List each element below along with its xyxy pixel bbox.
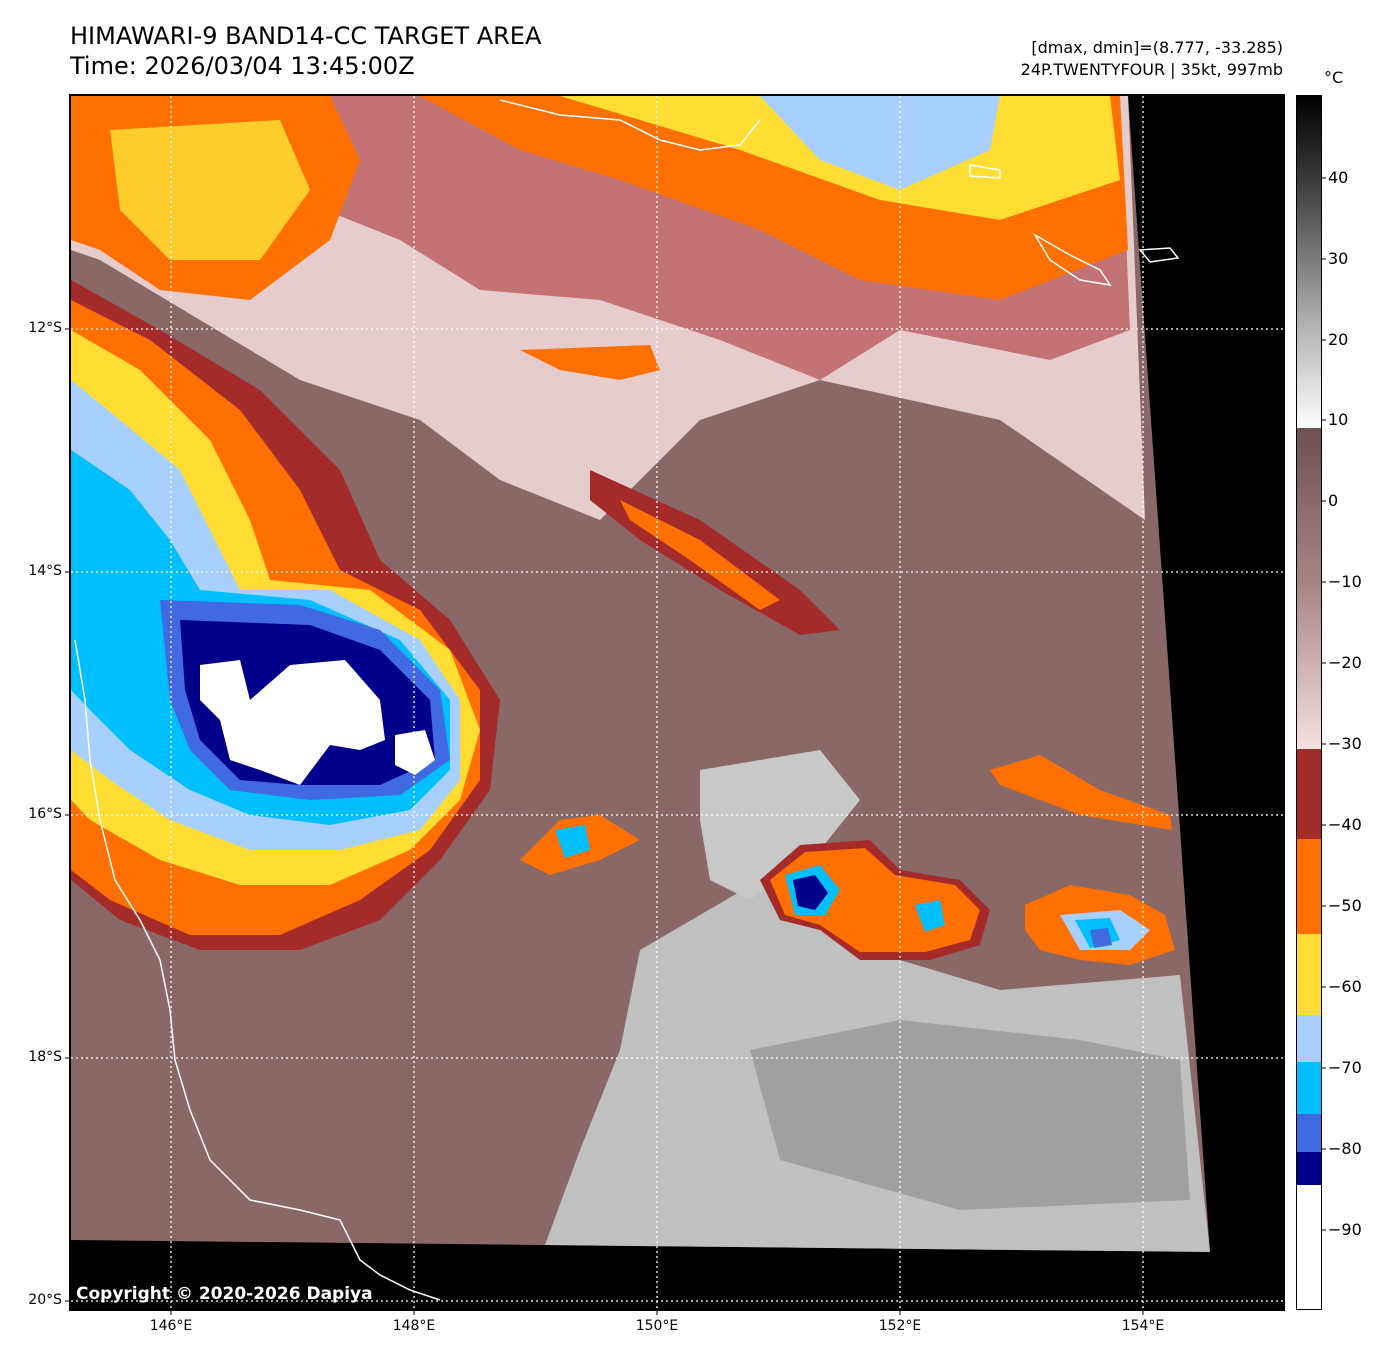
colorbar-label: 0 (1328, 491, 1339, 510)
colorbar-label: −80 (1328, 1139, 1362, 1158)
convection-nw-yellow (110, 120, 310, 260)
lon-label-146e: 146°E (149, 1318, 193, 1334)
colorbar-frame (1296, 95, 1322, 1310)
streak-3 (620, 500, 780, 610)
colorbar-unit: °C (1324, 68, 1344, 87)
central-cell-cyan (555, 825, 590, 858)
colorbar-label: 10 (1328, 410, 1349, 429)
colorbar-white-segment (1297, 1185, 1321, 1309)
lon-label-152e: 152°E (878, 1318, 922, 1334)
gridlines (71, 96, 1283, 1309)
storm-label: 24P.TWENTYFOUR | 35kt, 997mb (1020, 60, 1283, 79)
lat-label-16s: 16°S (28, 806, 62, 822)
copyright-text: Copyright © 2020-2026 Dapiya (76, 1284, 373, 1304)
colorbar-darkred-segment (1297, 749, 1321, 839)
lat-label-14s: 14°S (28, 563, 62, 579)
colorbar-label: −70 (1328, 1058, 1362, 1077)
colorbar-label: −40 (1328, 815, 1362, 834)
colorbar-label: −50 (1328, 896, 1362, 915)
lat-label-12s: 12°S (28, 320, 62, 336)
colorbar-label: 40 (1328, 168, 1349, 187)
east-cell-cyan-2 (915, 900, 945, 932)
cloud-system-core (200, 660, 385, 785)
coastline-island-2 (1032, 232, 1112, 287)
colorbar-royalblue-segment (1297, 1114, 1321, 1152)
range-label: [dmax, dmin]=(8.777, -33.285) (1031, 38, 1283, 57)
lat-label-18s: 18°S (28, 1049, 62, 1065)
cloud-system-core-east (395, 730, 435, 775)
coastline-island-1 (969, 164, 1001, 179)
lon-label-150e: 150°E (635, 1318, 679, 1334)
colorbar-label: −10 (1328, 572, 1362, 591)
colorbar-warm-segment (1297, 96, 1321, 428)
low-cloud-shadow (750, 1020, 1190, 1210)
coastline-island-3 (1138, 247, 1180, 263)
colorbar-navy-segment (1297, 1152, 1321, 1185)
coastline-png (499, 99, 761, 151)
colorbar-label: −60 (1328, 977, 1362, 996)
coastline-australia (74, 639, 441, 1301)
time-label: Time: 2026/03/04 13:45:00Z (70, 52, 415, 80)
colorbar-label: −90 (1328, 1220, 1362, 1239)
east-streak-orange (990, 755, 1172, 830)
lon-label-154e: 154°E (1121, 1318, 1165, 1334)
map-frame (69, 94, 1285, 1311)
colorbar-yellow-segment (1297, 934, 1321, 1015)
axis-ticks (65, 328, 1144, 1315)
chart-title: HIMAWARI-9 BAND14-CC TARGET AREA (70, 22, 542, 50)
lat-label-20s: 20°S (28, 1292, 62, 1308)
colorbar-cyan-segment (1297, 1062, 1321, 1114)
low-cloud-patch (700, 750, 860, 900)
colorbar-label: 30 (1328, 249, 1349, 268)
east-cell-navy (793, 875, 828, 910)
far-east-cells-blue (1090, 928, 1112, 948)
colorbar-label: −30 (1328, 734, 1362, 753)
colorbar (1296, 95, 1326, 1310)
convection-north-lightblue (760, 96, 1000, 190)
colorbar-label: 20 (1328, 330, 1349, 349)
streak-1 (520, 345, 660, 380)
colorbar-label: −20 (1328, 653, 1362, 672)
colorbar-lightblue-segment (1297, 1015, 1321, 1062)
colorbar-orange-segment (1297, 839, 1321, 934)
colorbar-mid-segment (1297, 428, 1321, 749)
lon-label-148e: 148°E (392, 1318, 436, 1334)
